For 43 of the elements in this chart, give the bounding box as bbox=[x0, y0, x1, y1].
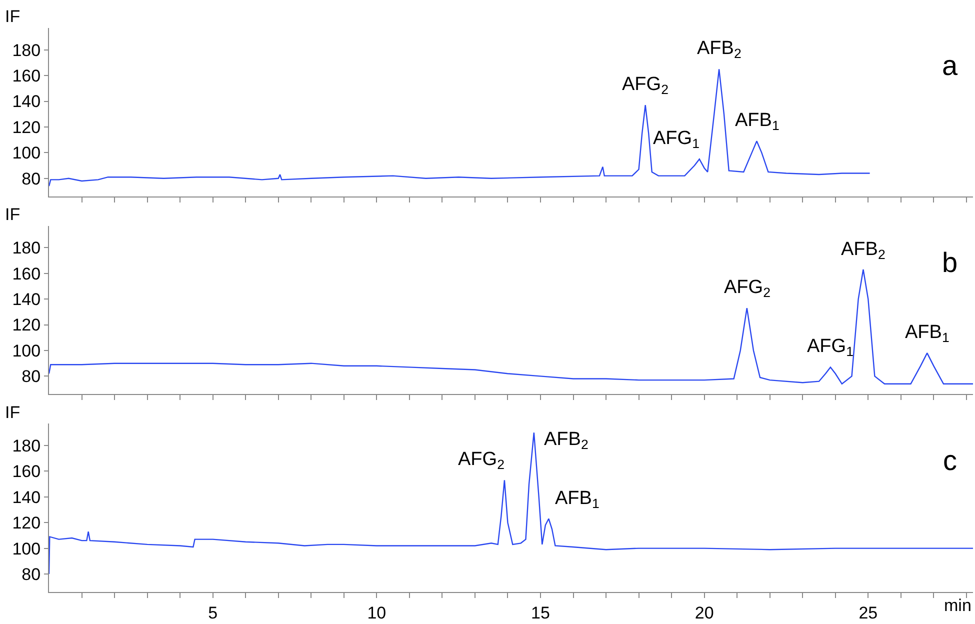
y-tick-label: 160 bbox=[12, 462, 41, 482]
annotation: AFG$_{1}$ bbox=[807, 336, 854, 359]
x-tick-label: 25 bbox=[858, 603, 878, 622]
y-tick-label: 180 bbox=[12, 40, 41, 60]
annotation: a bbox=[942, 50, 958, 81]
y-tick-label: 100 bbox=[12, 144, 41, 163]
x-tick-label: 5 bbox=[208, 603, 218, 622]
annotation: AFB$_{1}$ bbox=[735, 110, 780, 133]
y-tick-label: 80 bbox=[22, 564, 41, 584]
y-tick-label: 180 bbox=[12, 436, 41, 456]
line-series bbox=[49, 68, 870, 187]
annotation: AFG$_{2}$ bbox=[622, 74, 668, 97]
y-axis-title: IF bbox=[5, 205, 20, 224]
x-tick-label: 15 bbox=[531, 603, 550, 622]
y-tick-label: 160 bbox=[12, 66, 41, 86]
x-tick-label: 10 bbox=[367, 603, 386, 622]
annotation: AFB$_{1}$ bbox=[905, 322, 950, 345]
annotation: AFG$_{1}$ bbox=[653, 128, 700, 151]
x-axis-title: min bbox=[944, 596, 972, 615]
y-tick-label: 180 bbox=[12, 238, 41, 258]
x-tick-label: 20 bbox=[694, 603, 714, 622]
y-tick-label: 120 bbox=[12, 316, 41, 335]
line-series bbox=[49, 432, 973, 575]
y-tick-label: 140 bbox=[12, 488, 41, 507]
annotation: AFB$_{2}$ bbox=[841, 239, 886, 262]
annotation: AFB$_{2}$ bbox=[697, 38, 742, 61]
y-tick-label: 120 bbox=[12, 514, 41, 533]
y-axis-title: IF bbox=[5, 403, 20, 422]
y-axis-title: IF bbox=[5, 7, 20, 26]
y-tick-label: 80 bbox=[22, 169, 41, 188]
annotation: AFB$_{1}$ bbox=[555, 488, 600, 511]
y-tick-label: 160 bbox=[12, 264, 41, 284]
y-tick-label: 100 bbox=[12, 341, 41, 360]
y-tick-label: 140 bbox=[12, 92, 41, 112]
annotation: AFB$_{2}$ bbox=[544, 429, 588, 452]
annotation: b bbox=[942, 247, 958, 278]
annotation: AFG$_{2}$ bbox=[458, 449, 504, 472]
y-tick-label: 80 bbox=[22, 367, 41, 386]
y-tick-label: 100 bbox=[12, 539, 41, 558]
annotation: c bbox=[943, 445, 957, 476]
y-tick-label: 140 bbox=[12, 290, 41, 310]
annotation: AFG$_{2}$ bbox=[724, 277, 770, 300]
y-tick-label: 120 bbox=[12, 118, 41, 137]
